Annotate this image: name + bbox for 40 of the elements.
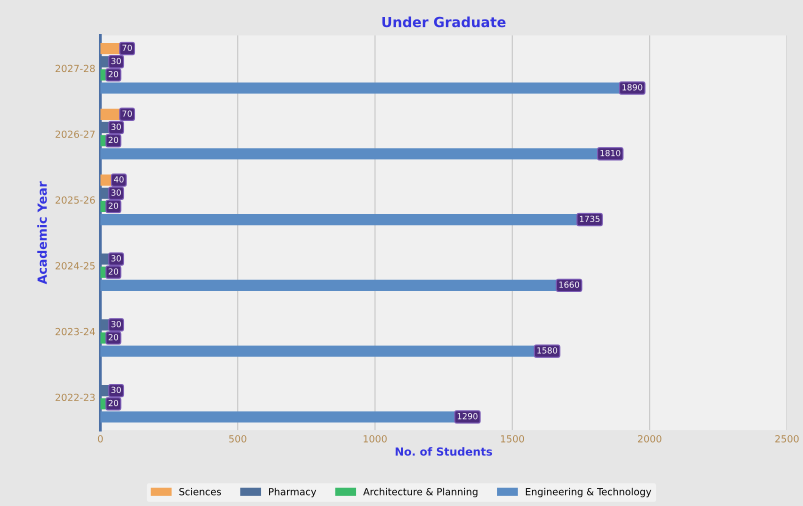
legend-label: Engineering & Technology xyxy=(526,488,652,498)
data-label: 20 xyxy=(108,71,118,78)
y-tick-label: 2024-25 xyxy=(56,262,95,270)
data-label: 30 xyxy=(111,386,121,394)
data-label: 20 xyxy=(108,136,118,144)
y-tick-label: 2027-28 xyxy=(56,64,95,72)
data-label: 40 xyxy=(114,176,124,183)
data-label: 20 xyxy=(108,334,118,340)
x-tick-label: 1500 xyxy=(501,435,524,442)
data-label: 70 xyxy=(122,44,132,51)
x-tick-label: 500 xyxy=(229,435,246,442)
x-axis-title: No. of Students xyxy=(396,447,492,456)
data-label: 20 xyxy=(108,202,118,209)
data-label: 1890 xyxy=(622,84,642,90)
data-label: 1580 xyxy=(537,347,558,354)
legend-label: Architecture & Planning xyxy=(363,488,478,498)
data-label: 20 xyxy=(108,400,118,406)
x-tick-label: 2000 xyxy=(638,435,662,442)
data-label: 1290 xyxy=(458,413,478,420)
x-tick-label: 1000 xyxy=(364,435,387,442)
data-label: 70 xyxy=(122,110,132,117)
y-tick-label: 2025-26 xyxy=(56,196,95,204)
data-label: 30 xyxy=(111,255,121,262)
data-label: 30 xyxy=(111,124,121,130)
y-tick-label: 2026-27 xyxy=(56,130,95,138)
x-tick-label: 2500 xyxy=(775,435,799,442)
data-label: 20 xyxy=(108,268,118,275)
legend-label: Sciences xyxy=(179,488,221,496)
legend-label: Pharmacy xyxy=(269,488,316,498)
data-label: 30 xyxy=(111,320,121,328)
y-tick-label: 2022-23 xyxy=(56,394,95,402)
data-label: 1810 xyxy=(600,150,620,156)
data-label: 1735 xyxy=(580,216,600,222)
data-label: 30 xyxy=(111,58,121,64)
y-tick-label: 2023-24 xyxy=(56,328,95,336)
x-tick-label: 0 xyxy=(98,435,103,442)
y-axis-title: Academic Year xyxy=(37,181,47,284)
chart-title: Under Graduate xyxy=(382,16,506,28)
data-label: 1660 xyxy=(559,282,580,288)
data-label: 30 xyxy=(111,189,121,196)
